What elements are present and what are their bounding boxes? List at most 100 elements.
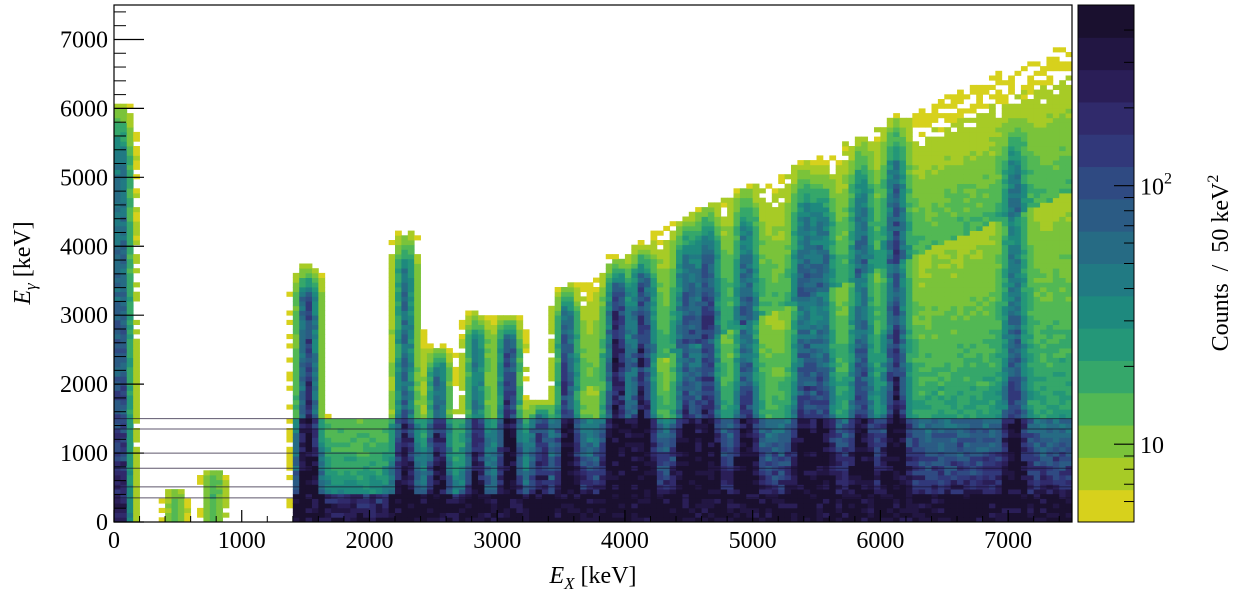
heatmap-cell [356,475,364,481]
heatmap-cell [765,362,773,368]
heatmap-cell [829,343,837,349]
heatmap-cell [790,357,798,363]
heatmap-cell [433,366,441,372]
heatmap-cell [720,282,728,288]
heatmap-cell [752,428,760,434]
heatmap-cell [318,460,326,466]
heatmap-cell [695,381,702,387]
heatmap-cell [637,272,645,278]
heatmap-cell [624,296,632,302]
heatmap-cell [829,174,837,180]
heatmap-cell [126,507,134,513]
heatmap-cell [529,432,536,438]
heatmap-cell [688,413,696,419]
heatmap-cell [842,287,849,293]
heatmap-cell [631,381,639,387]
heatmap-cell [727,362,734,368]
heatmap-cell [612,423,619,429]
heatmap-cell [816,376,824,382]
heatmap-cell [612,437,619,443]
heatmap-cell [784,446,792,452]
heatmap-cell [784,244,792,250]
heatmap-cell [644,437,651,443]
heatmap-cell [733,329,741,335]
heatmap-cell [765,413,773,419]
heatmap-cell [401,503,409,509]
heatmap-cell [835,371,843,377]
heatmap-cell [414,305,421,311]
heatmap-cell [631,395,639,401]
heatmap-cell [771,277,779,283]
heatmap-cell [299,319,306,325]
heatmap-cell [401,404,409,410]
heatmap-cell [663,348,671,354]
heatmap-cell [605,432,613,438]
heatmap-cell [605,334,613,340]
heatmap-cell [739,225,747,231]
heatmap-cell [829,291,837,297]
heatmap-cell [733,371,741,377]
heatmap-cell [133,268,140,274]
heatmap-cell [676,324,683,330]
heatmap-cell [714,442,722,448]
heatmap-cell [446,503,453,509]
heatmap-cell [759,287,766,293]
heatmap-cell [803,277,811,283]
heatmap-cell [733,197,741,203]
heatmap-cell [720,301,728,307]
heatmap-cell [778,371,785,377]
heatmap-cell [593,517,600,522]
heatmap-cell [388,489,396,495]
heatmap-cell [401,244,409,250]
heatmap-cell [395,282,402,288]
heatmap-cell [688,475,696,481]
heatmap-cell [701,352,709,358]
heatmap-cell [305,362,313,368]
heatmap-cell [593,489,600,495]
heatmap-cell [771,216,779,222]
heatmap-cell [835,338,843,344]
heatmap-cell [343,512,351,518]
heatmap-cell [548,418,556,424]
heatmap-cell [114,122,121,128]
heatmap-cell [458,376,466,382]
heatmap-cell [509,399,517,405]
heatmap-cell [733,352,741,358]
heatmap-cell [573,432,581,438]
heatmap-cell [682,301,690,307]
heatmap-cell [656,475,664,481]
heatmap-cell [714,211,722,217]
heatmap-cell [452,432,460,438]
heatmap-cell [771,362,779,368]
heatmap-cell [126,390,134,396]
heatmap-cell [810,225,817,231]
heatmap-cell [497,338,504,344]
heatmap-cell [842,451,849,457]
heatmap-cell [739,305,747,311]
heatmap-cell [714,315,722,321]
heatmap-cell [324,493,332,499]
heatmap-cell [305,348,313,354]
heatmap-cell [586,329,594,335]
heatmap-cell [503,399,511,405]
heatmap-cell [126,244,134,250]
heatmap-cell [656,489,664,495]
heatmap-cell [816,385,824,391]
heatmap-cell [599,475,607,481]
heatmap-cell [516,376,524,382]
heatmap-cell [727,385,734,391]
heatmap-cell [446,456,453,462]
heatmap-cell [484,498,492,504]
heatmap-cell [120,258,128,264]
heatmap-cell [120,315,128,321]
heatmap-cell [739,456,747,462]
heatmap-cell [580,460,588,466]
heatmap-cell [701,348,709,354]
heatmap-cell [311,324,319,330]
heatmap-cell [522,418,530,424]
heatmap-cell [752,442,760,448]
heatmap-cell [707,390,715,396]
heatmap-cell [656,371,664,377]
heatmap-cell [746,216,754,222]
heatmap-cell [458,381,466,387]
